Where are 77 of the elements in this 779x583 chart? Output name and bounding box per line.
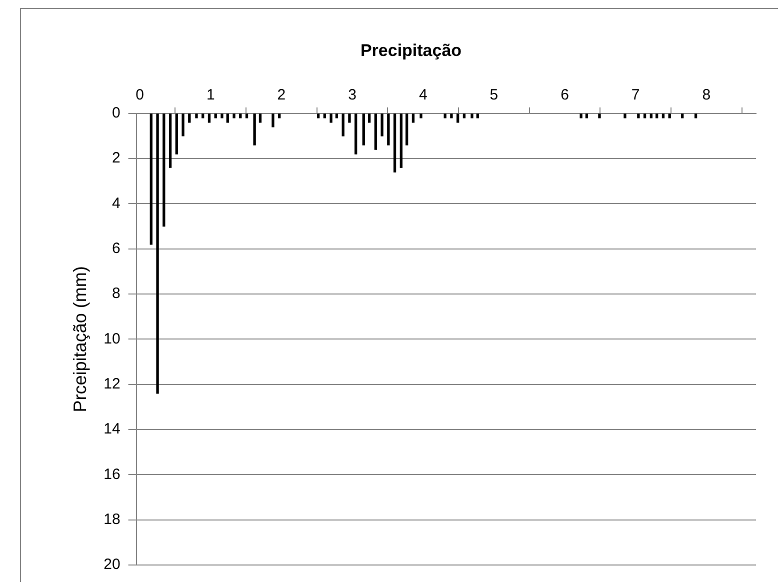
bar (585, 114, 588, 118)
bar (272, 114, 274, 128)
y-tick-label: 4 (112, 194, 120, 212)
y-tick-label: 20 (104, 556, 120, 574)
chart-title: Precipitação (360, 40, 462, 60)
bar (400, 114, 402, 168)
x-tick-label: 1 (206, 86, 215, 104)
bar (156, 114, 159, 394)
y-tick-label: 18 (104, 510, 120, 528)
bar (598, 114, 601, 118)
bar (476, 114, 479, 118)
bar (330, 114, 332, 123)
bar (462, 114, 466, 118)
bar (220, 114, 224, 118)
bar (456, 114, 460, 123)
bar (637, 114, 640, 118)
y-tick-label: 8 (112, 285, 120, 302)
bar (354, 114, 358, 154)
bar (362, 114, 365, 146)
bar (316, 114, 320, 118)
bar (342, 114, 344, 136)
bar (420, 114, 422, 118)
bar (195, 114, 198, 118)
bar (253, 114, 256, 146)
bar (643, 114, 646, 118)
x-tick-label: 0 (136, 86, 144, 104)
bar (239, 114, 242, 118)
bar (380, 114, 384, 136)
bar (175, 114, 178, 154)
bar (232, 114, 236, 118)
bar (335, 114, 338, 118)
bar (182, 114, 184, 136)
bar (668, 114, 671, 118)
bar (387, 114, 390, 146)
bar (412, 114, 415, 123)
bar (245, 114, 248, 118)
bar (450, 114, 453, 118)
bar (624, 114, 626, 118)
y-tick-label: 16 (104, 466, 120, 483)
bar (150, 114, 152, 245)
bar (662, 114, 665, 118)
y-tick-label: 0 (112, 104, 120, 122)
bar (374, 114, 377, 150)
bar (470, 114, 474, 118)
bar (168, 114, 172, 168)
x-tick-label: 2 (277, 86, 286, 104)
bar (406, 114, 408, 146)
bar (348, 114, 351, 123)
bar (323, 114, 326, 118)
bar (162, 114, 166, 227)
bar (214, 114, 217, 118)
x-tick-label: 5 (490, 86, 498, 104)
bar (368, 114, 371, 123)
x-tick-label: 3 (348, 86, 356, 104)
x-tick-label: 6 (560, 86, 569, 104)
y-tick-label: 10 (104, 330, 120, 348)
y-tick-label: 2 (112, 150, 120, 167)
bar (278, 114, 281, 118)
bar (202, 114, 204, 118)
y-tick-label: 12 (104, 376, 120, 392)
bar (208, 114, 211, 123)
bar (694, 114, 698, 118)
bar (650, 114, 653, 118)
x-tick-label: 7 (631, 86, 640, 104)
bar (444, 114, 446, 118)
bar (656, 114, 658, 118)
y-tick-label: 14 (104, 420, 120, 438)
bar (580, 114, 582, 118)
bar (226, 114, 229, 123)
x-tick-label: 8 (702, 86, 711, 104)
x-tick-label: 4 (418, 86, 428, 104)
bar (393, 114, 396, 172)
y-tick-label: 6 (112, 240, 120, 258)
bar (258, 114, 262, 123)
bar (681, 114, 684, 118)
bar (188, 114, 191, 123)
y-axis-title: Prceipitação (mm) (70, 266, 90, 412)
